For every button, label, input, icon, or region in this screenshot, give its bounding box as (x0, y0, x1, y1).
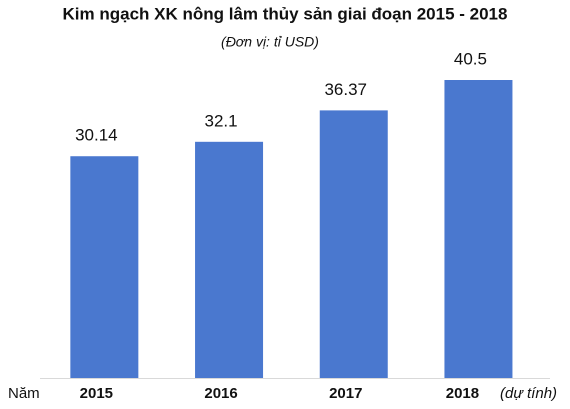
chart-title: Kim ngạch XK nông lâm thủy sản giai đoạn… (63, 4, 508, 23)
value-label: 40.5 (454, 49, 487, 68)
x-tick-label: 2017 (329, 385, 362, 402)
x-tick-label: 2015 (80, 385, 113, 402)
bar (444, 80, 513, 378)
x-tick-label: 2018 (446, 385, 479, 402)
annotation: (dự tính) (500, 385, 557, 402)
x-axis-label: Năm (8, 385, 40, 402)
bar (70, 156, 139, 378)
chart-subtitle: (Đơn vị: tỉ USD) (221, 34, 319, 50)
bar (195, 141, 264, 378)
value-label: 36.37 (324, 80, 367, 99)
value-label: 30.14 (75, 126, 118, 145)
value-label: 32.1 (205, 111, 238, 130)
bar (319, 110, 388, 378)
x-tick-label: 2016 (204, 385, 237, 402)
